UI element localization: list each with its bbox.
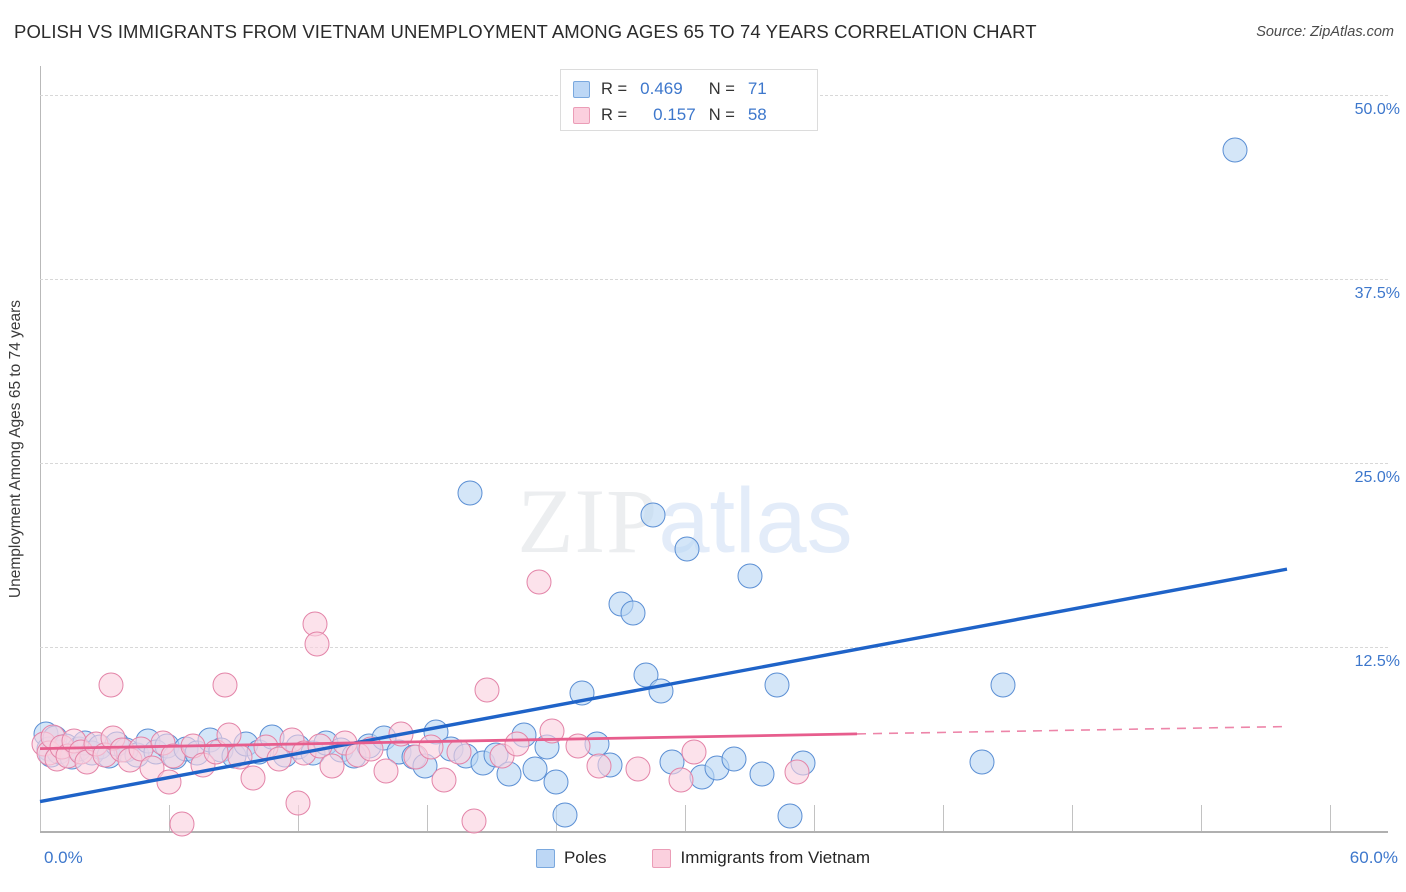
scatter-point xyxy=(319,753,345,779)
legend-item-poles[interactable]: Poles xyxy=(535,848,607,868)
x-tick-mark xyxy=(1330,805,1331,831)
page-title: POLISH VS IMMIGRANTS FROM VIETNAM UNEMPL… xyxy=(14,21,1037,42)
vietnam-n-value: 58 xyxy=(747,105,767,124)
scatter-point xyxy=(457,480,483,506)
poles-r-label: R = xyxy=(601,79,628,98)
x-tick-mark xyxy=(1072,805,1073,831)
poles-n-label: N = xyxy=(708,79,735,98)
x-axis-max-label: 60.0% xyxy=(1349,848,1398,867)
scatter-point xyxy=(681,739,707,765)
scatter-point xyxy=(504,731,530,757)
correlation-stats-box: R = 0.469 N = 71 R = 0.157 N = 58 xyxy=(560,69,818,131)
scatter-point xyxy=(674,536,700,562)
legend-swatch-poles-icon xyxy=(535,848,555,868)
y-axis-line xyxy=(40,66,41,831)
scatter-point xyxy=(990,672,1016,698)
scatter-point xyxy=(446,739,472,765)
y-axis-title-wrap: Unemployment Among Ages 65 to 74 years xyxy=(7,66,24,831)
scatter-point xyxy=(373,758,399,784)
scatter-point xyxy=(431,767,457,792)
x-tick-mark xyxy=(814,805,815,831)
poles-r-value: 0.469 xyxy=(640,79,683,98)
scatter-point xyxy=(565,733,590,759)
scatter-point xyxy=(648,678,674,704)
y-tick-label: 37.5% xyxy=(1354,285,1400,303)
x-axis-line xyxy=(40,831,1388,833)
scatter-point xyxy=(625,756,651,782)
scatter-point xyxy=(539,718,565,744)
scatter-point xyxy=(586,753,612,779)
scatter-point xyxy=(388,721,414,747)
stats-row-poles: R = 0.469 N = 71 xyxy=(573,76,807,102)
legend-label-poles: Poles xyxy=(563,848,607,867)
scatter-point xyxy=(285,790,311,816)
scatter-point xyxy=(668,767,694,792)
scatter-point xyxy=(461,808,487,834)
scatter-point xyxy=(474,677,500,703)
scatter-point xyxy=(240,765,266,791)
scatter-point xyxy=(620,600,646,626)
scatter-point xyxy=(304,631,330,657)
scatter-point xyxy=(640,502,666,528)
scatter-point xyxy=(169,811,195,837)
scatter-point xyxy=(569,680,595,706)
scatter-point xyxy=(784,759,810,785)
scatter-point xyxy=(358,736,384,762)
x-tick-mark xyxy=(943,805,944,831)
vietnam-n-label: N = xyxy=(708,105,735,124)
legend-swatch-vietnam-icon xyxy=(652,848,672,868)
scatter-point xyxy=(764,672,790,698)
scatter-point xyxy=(777,803,803,829)
gridline xyxy=(40,463,1388,465)
gridline xyxy=(40,647,1388,649)
scatter-point xyxy=(418,734,444,760)
scatter-point xyxy=(721,746,747,772)
x-tick-mark xyxy=(685,805,686,831)
source-label: Source: ZipAtlas.com xyxy=(1256,24,1394,40)
x-tick-mark xyxy=(1201,805,1202,831)
x-tick-mark xyxy=(427,805,428,831)
gridline xyxy=(40,279,1388,281)
vietnam-swatch-icon xyxy=(573,106,590,124)
poles-swatch-icon xyxy=(573,80,590,98)
scatter-point xyxy=(1222,137,1248,163)
series-legend: Poles Immigrants from Vietnam xyxy=(0,848,1406,868)
scatter-point xyxy=(526,569,552,595)
vietnam-r-value: 0.157 xyxy=(653,105,696,124)
scatter-point xyxy=(543,769,569,795)
scatter-point xyxy=(969,749,995,775)
legend-label-vietnam: Immigrants from Vietnam xyxy=(680,848,871,867)
scatter-point xyxy=(98,672,124,698)
x-tick-mark xyxy=(298,805,299,831)
stats-row-vietnam: R = 0.157 N = 58 xyxy=(573,102,807,128)
scatter-point xyxy=(749,761,775,787)
y-tick-label: 12.5% xyxy=(1354,653,1400,671)
scatter-point xyxy=(156,769,182,795)
scatter-point xyxy=(737,563,762,589)
poles-n-value: 71 xyxy=(747,79,767,98)
x-tick-mark xyxy=(40,805,41,831)
legend-item-vietnam[interactable]: Immigrants from Vietnam xyxy=(652,848,870,868)
y-tick-label: 50.0% xyxy=(1354,101,1400,119)
scatter-point xyxy=(212,672,238,698)
y-axis-title: Unemployment Among Ages 65 to 74 years xyxy=(7,299,24,598)
vietnam-r-label: R = xyxy=(601,105,628,124)
watermark-zip: ZIP xyxy=(517,470,659,572)
scatter-point xyxy=(552,802,578,828)
y-tick-label: 25.0% xyxy=(1354,469,1400,487)
x-axis-min-label: 0.0% xyxy=(44,848,83,867)
plot-area: ZIPatlas xyxy=(40,66,1330,831)
